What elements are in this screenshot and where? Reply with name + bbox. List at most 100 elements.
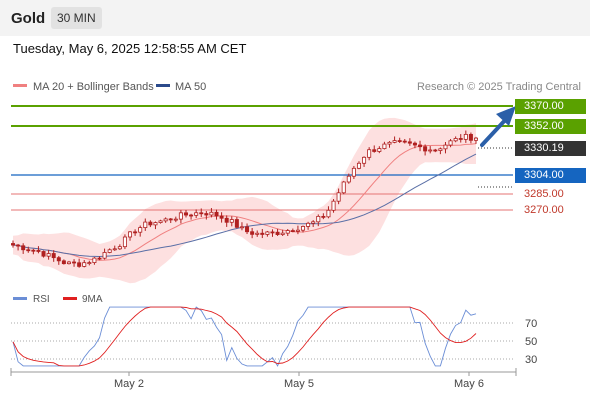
candle-body — [36, 250, 41, 252]
candle-body — [66, 261, 71, 265]
candle-body — [418, 144, 423, 148]
candle-body — [316, 215, 321, 223]
rsi-tick-30: 30 — [525, 354, 537, 366]
candle-body — [402, 140, 407, 143]
candle-body — [372, 149, 377, 152]
candle-body — [448, 140, 453, 146]
timeframe-badge[interactable]: 30 MIN — [51, 7, 102, 29]
credit-text: Research © 2025 Trading Central — [417, 81, 581, 93]
candle-body — [214, 211, 219, 217]
candle-body — [204, 213, 209, 216]
candle-body — [77, 262, 82, 267]
level-lines — [11, 105, 513, 211]
rsi-legend-swatch — [13, 297, 27, 300]
candle-body — [336, 192, 341, 202]
candle-body — [219, 215, 224, 219]
price-tag-3370: 3370.00 — [515, 99, 586, 114]
candle-body — [209, 211, 214, 216]
ma50-legend-label: MA 50 — [175, 81, 206, 93]
candle-body — [326, 209, 331, 218]
candle-body — [443, 144, 448, 150]
rsi-line — [12, 306, 477, 367]
candles — [10, 130, 478, 268]
candle-body — [16, 244, 21, 247]
ma20-line — [12, 143, 477, 261]
candle-body — [239, 226, 244, 229]
candle-body — [117, 246, 122, 250]
candle-body — [250, 231, 255, 235]
candle-body — [290, 230, 295, 232]
candle-body — [143, 221, 148, 229]
ma50-line — [12, 153, 477, 258]
candle-body — [387, 141, 392, 145]
candle-body — [87, 262, 92, 264]
candle-body — [255, 232, 260, 235]
candle-body — [275, 231, 280, 235]
candle-body — [260, 232, 265, 235]
bollinger-band-area — [13, 117, 476, 284]
candle-body — [46, 253, 51, 257]
x-tick-may2: May 2 — [114, 378, 144, 390]
ma50-legend-swatch — [156, 84, 170, 87]
candle-body — [458, 138, 463, 140]
candle-body — [392, 140, 397, 143]
candle-body — [189, 214, 194, 217]
candle-body — [453, 138, 458, 142]
candle-body — [122, 236, 127, 248]
candle-body — [128, 231, 133, 238]
candle-body — [112, 248, 117, 251]
candle-body — [331, 200, 336, 211]
candle-body — [153, 222, 158, 226]
candle-body — [301, 226, 306, 231]
candle-body — [428, 149, 433, 152]
candle-body — [158, 220, 163, 223]
candle-body — [133, 231, 138, 234]
candle-body — [463, 133, 468, 140]
rsi-ma-legend-swatch — [63, 297, 77, 300]
candle-body — [306, 222, 311, 227]
candle-body — [346, 175, 351, 183]
candle-body — [356, 162, 361, 169]
rsi-tick-70: 70 — [525, 318, 537, 330]
candle-body — [31, 249, 36, 252]
candle-body — [351, 167, 356, 177]
candle-body — [61, 260, 66, 265]
price-tag-3352: 3352.00 — [515, 119, 586, 134]
candle-body — [438, 148, 443, 151]
candle-body — [468, 133, 473, 141]
candle-body — [194, 212, 199, 216]
candle-body — [51, 253, 56, 259]
candle-body — [280, 232, 285, 235]
candle-body — [265, 231, 270, 235]
candle-body — [245, 226, 250, 233]
candle-body — [72, 261, 77, 264]
rsi-ma-legend-label: 9MA — [82, 294, 103, 305]
candle-body — [229, 219, 234, 223]
candle-body — [362, 156, 367, 164]
candle-body — [407, 141, 412, 144]
price-tag-3285: 3285.00 — [524, 188, 564, 200]
candle-body — [295, 229, 300, 232]
x-tick-may6: May 6 — [454, 378, 484, 390]
price-tag-3270: 3270.00 — [524, 204, 564, 216]
x-tick-may5: May 5 — [284, 378, 314, 390]
rsi-tick-50: 50 — [525, 336, 537, 348]
candle-body — [183, 212, 188, 216]
candle-body — [178, 212, 183, 220]
candle-body — [311, 221, 316, 224]
candle-body — [41, 251, 46, 257]
ma20-legend-swatch — [13, 84, 27, 87]
forecast-arrow-icon — [480, 106, 516, 147]
price-tag-3304: 3304.00 — [515, 168, 586, 183]
candle-body — [173, 218, 178, 221]
candle-body — [148, 221, 153, 226]
candle-body — [163, 218, 168, 222]
price-tag-last: 3330.19 — [515, 141, 586, 156]
candle-body — [423, 146, 428, 152]
rsi-lines — [12, 306, 477, 367]
candle-body — [397, 140, 402, 142]
candle-body — [26, 249, 31, 252]
candle-body — [56, 257, 61, 262]
candle-body — [224, 217, 229, 223]
